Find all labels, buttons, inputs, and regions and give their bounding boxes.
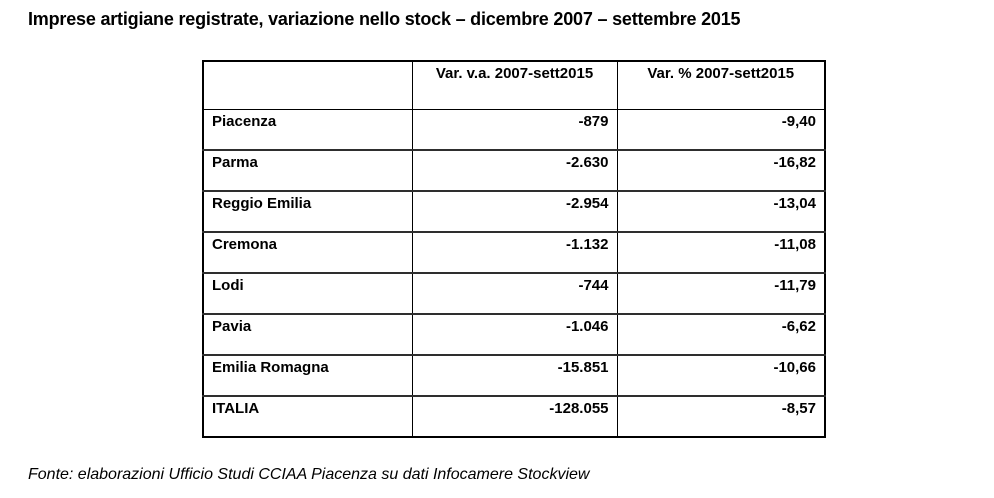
var-va-value: -1.046	[411, 314, 618, 356]
var-va-value: -128.055	[411, 396, 618, 437]
table-row-lodi: Lodi -744 -11,79	[202, 273, 826, 315]
province-label: Cremona	[202, 232, 413, 274]
table-row-emilia-romagna: Emilia Romagna -15.851 -10,66	[202, 355, 826, 397]
var-pct-value: -11,08	[616, 232, 826, 274]
var-pct-value: -13,04	[616, 191, 826, 233]
table-header-row: Var. v.a. 2007-sett2015 Var. % 2007-sett…	[202, 61, 826, 110]
var-pct-value: -16,82	[616, 150, 826, 192]
country-label: ITALIA	[202, 396, 413, 437]
page-title: Imprese artigiane registrate, variazione…	[28, 9, 741, 29]
var-pct-value: -8,57	[616, 396, 826, 437]
data-table: Var. v.a. 2007-sett2015 Var. % 2007-sett…	[202, 60, 826, 438]
province-label: Piacenza	[202, 109, 413, 151]
var-pct-value: -11,79	[616, 273, 826, 315]
header-var-pct: Var. % 2007-sett2015	[616, 61, 826, 110]
table-row-parma: Parma -2.630 -16,82	[202, 150, 826, 192]
var-pct-value: -6,62	[616, 314, 826, 356]
table-row-pavia: Pavia -1.046 -6,62	[202, 314, 826, 356]
table-row-italia: ITALIA -128.055 -8,57	[202, 396, 826, 437]
table-row-reggio-emilia: Reggio Emilia -2.954 -13,04	[202, 191, 826, 233]
province-label: Reggio Emilia	[202, 191, 413, 233]
data-table-container: Var. v.a. 2007-sett2015 Var. % 2007-sett…	[202, 60, 826, 438]
source-note: Fonte: elaborazioni Ufficio Studi CCIAA …	[28, 466, 590, 483]
province-label: Lodi	[202, 273, 413, 315]
header-empty-cell	[202, 61, 413, 110]
var-va-value: -15.851	[411, 355, 618, 397]
var-va-value: -744	[411, 273, 618, 315]
var-pct-value: -10,66	[616, 355, 826, 397]
region-label: Emilia Romagna	[202, 355, 413, 397]
var-pct-value: -9,40	[616, 109, 826, 151]
var-va-value: -1.132	[411, 232, 618, 274]
table-row-piacenza: Piacenza -879 -9,40	[202, 109, 826, 151]
table-row-cremona: Cremona -1.132 -11,08	[202, 232, 826, 274]
var-va-value: -879	[411, 109, 618, 151]
var-va-value: -2.630	[411, 150, 618, 192]
header-var-va: Var. v.a. 2007-sett2015	[411, 61, 618, 110]
province-label: Pavia	[202, 314, 413, 356]
province-label: Parma	[202, 150, 413, 192]
var-va-value: -2.954	[411, 191, 618, 233]
